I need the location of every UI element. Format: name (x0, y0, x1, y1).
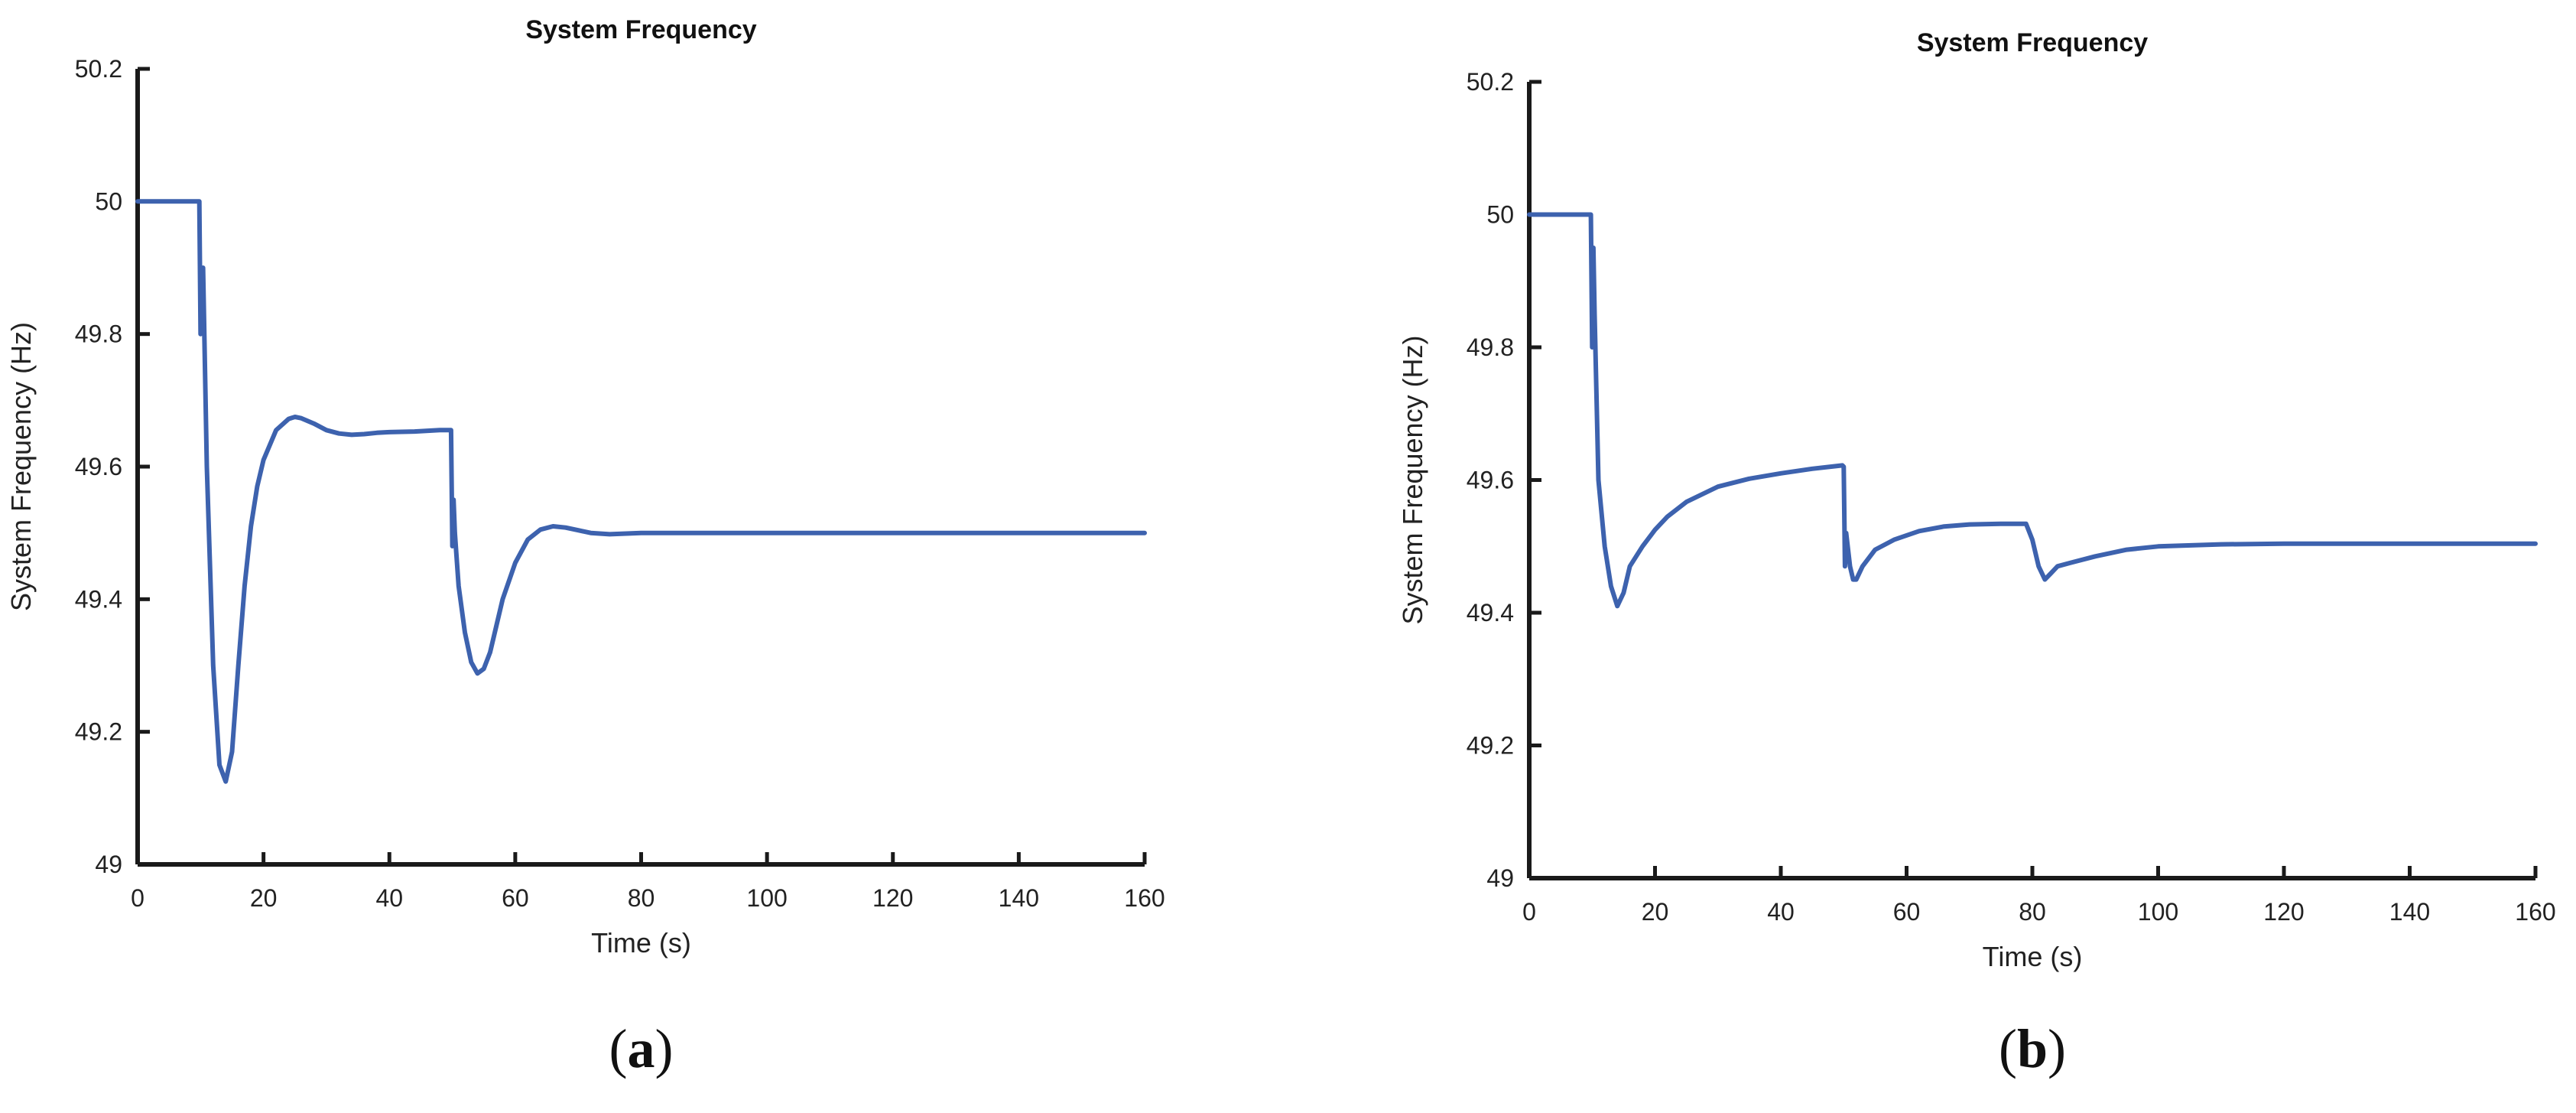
y-tick-label: 50 (95, 187, 122, 215)
x-tick-label: 100 (2138, 898, 2178, 926)
panel-letter: a (628, 1018, 655, 1079)
x-tick-label: 100 (746, 884, 787, 912)
x-tick-label: 0 (1522, 898, 1536, 926)
y-tick-label: 49 (1486, 864, 1514, 892)
x-tick-label: 160 (1124, 884, 1165, 912)
x-tick-label: 40 (375, 884, 403, 912)
x-tick-label: 120 (872, 884, 913, 912)
x-tick-label: 40 (1767, 898, 1795, 926)
x-tick-label: 120 (2263, 898, 2304, 926)
x-tick-label: 60 (502, 884, 529, 912)
y-tick-label: 49.2 (75, 718, 122, 746)
x-tick-label: 20 (250, 884, 278, 912)
x-tick-label: 60 (1893, 898, 1921, 926)
y-axis-label: System Frequency (Hz) (5, 322, 37, 611)
x-tick-label: 0 (131, 884, 145, 912)
y-tick-label: 49.8 (75, 321, 122, 348)
y-tick-label: 49.2 (1467, 732, 1514, 760)
y-tick-label: 49.8 (1467, 334, 1514, 361)
y-tick-label: 49.4 (75, 585, 122, 613)
x-tick-label: 80 (2019, 898, 2046, 926)
x-tick-label: 20 (1642, 898, 1669, 926)
y-tick-label: 49.4 (1467, 599, 1514, 626)
x-axis-label: Time (s) (591, 927, 691, 958)
x-tick-label: 140 (2389, 898, 2430, 926)
series-line (135, 199, 1147, 784)
y-tick-label: 49.6 (75, 453, 122, 480)
chart-title: System Frequency (1917, 28, 2148, 57)
y-tick-label: 50 (1486, 201, 1514, 229)
x-tick-label: 160 (2515, 898, 2555, 926)
chart-title: System Frequency (525, 15, 756, 44)
panel-label: (a) (609, 1018, 674, 1079)
y-tick-label: 50.2 (1467, 68, 1514, 96)
x-axis-label: Time (s) (1983, 941, 2083, 972)
chart-panel-b: System Frequency Time (s) System Frequen… (1397, 28, 2556, 1079)
y-axis-label: System Frequency (Hz) (1397, 335, 1428, 624)
panel-letter: b (2017, 1018, 2048, 1079)
y-tick-label: 49.6 (1467, 467, 1514, 494)
x-tick-label: 80 (628, 884, 655, 912)
x-tick-label: 140 (999, 884, 1039, 912)
series-line (1527, 212, 2538, 609)
chart-panel-a: System Frequency Time (s) System Frequen… (5, 15, 1165, 1079)
y-tick-label: 49 (95, 851, 122, 878)
y-tick-label: 50.2 (75, 55, 122, 83)
panel-label: (b) (1999, 1018, 2066, 1079)
